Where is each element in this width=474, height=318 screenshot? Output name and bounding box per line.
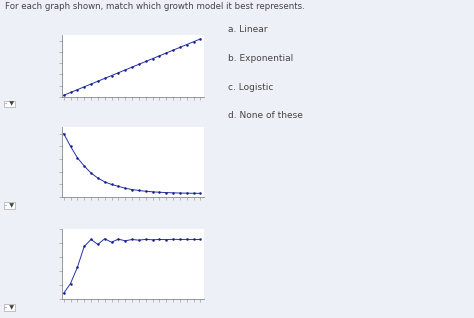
Text: - ▼: - ▼ [5,101,14,107]
Text: b. Exponential: b. Exponential [228,54,293,63]
Text: d. None of these: d. None of these [228,111,302,120]
Text: For each graph shown, match which growth model it best represents.: For each graph shown, match which growth… [5,2,304,10]
Text: a. Linear: a. Linear [228,25,267,34]
Text: - ▼: - ▼ [5,305,14,310]
Text: - ▼: - ▼ [5,203,14,208]
Text: c. Logistic: c. Logistic [228,83,273,92]
